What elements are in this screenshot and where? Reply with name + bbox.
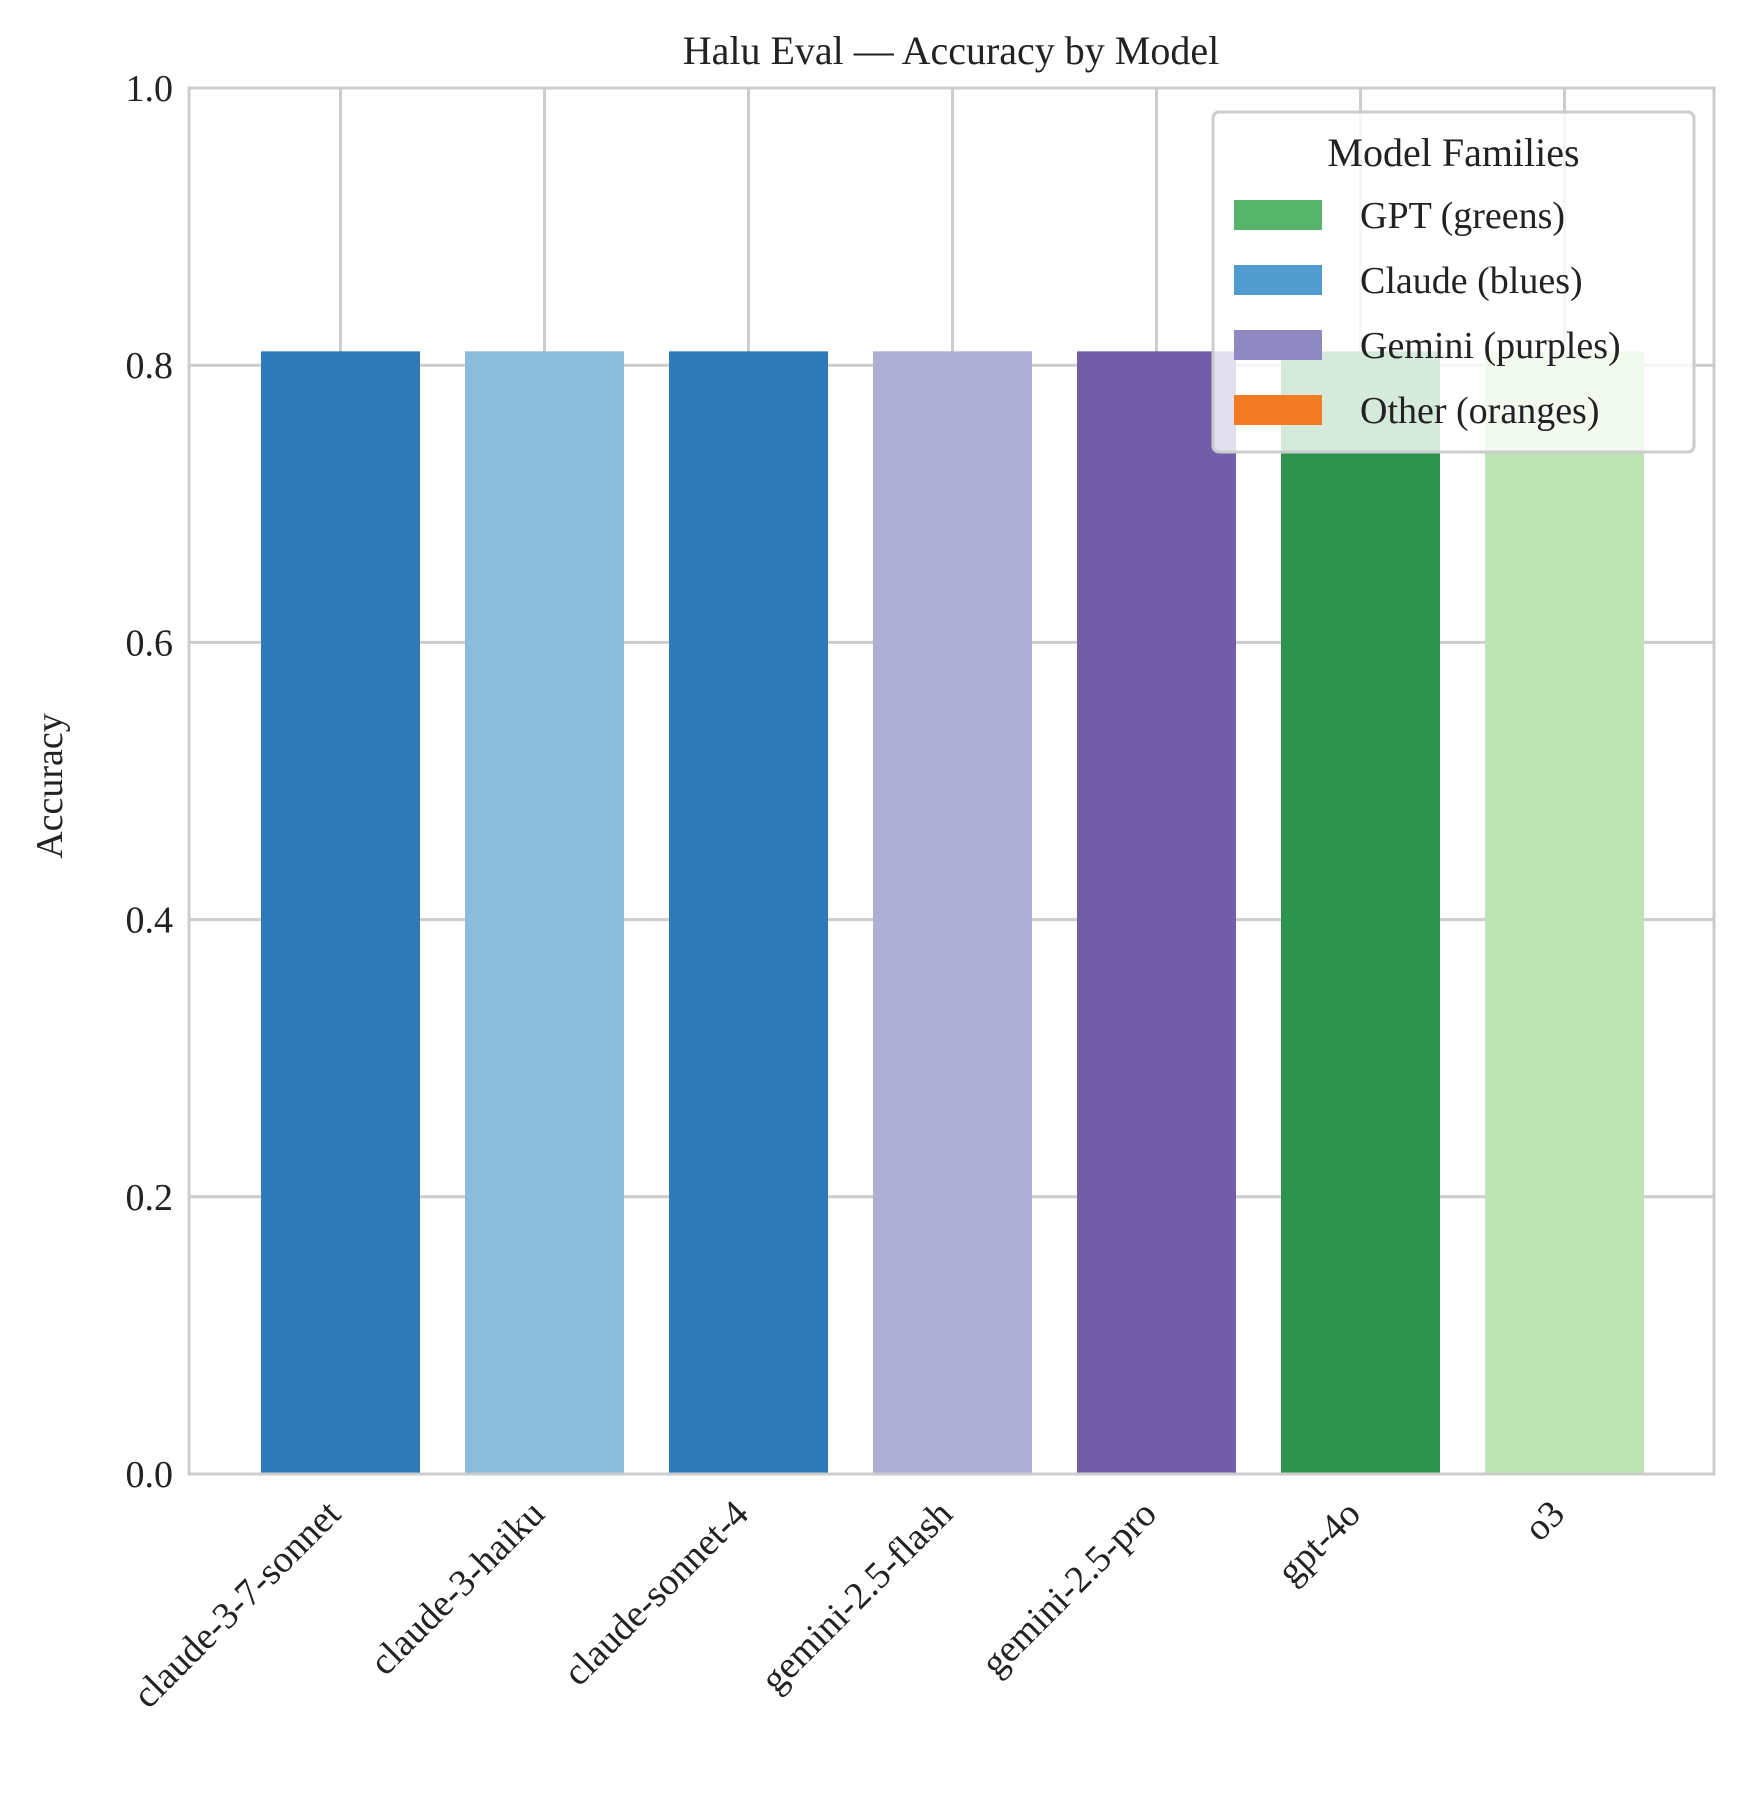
bar (873, 351, 1032, 1475)
bar (1281, 351, 1440, 1475)
legend-title: Model Families (1327, 130, 1579, 175)
y-tick-label: 0.0 (126, 1454, 174, 1496)
bar (1485, 351, 1644, 1475)
legend: Model Families GPT (greens) Claude (blues)… (1211, 110, 1696, 454)
y-tick-label: 0.4 (126, 900, 174, 942)
y-axis-label: Accuracy (29, 713, 71, 859)
y-tick-label: 0.2 (126, 1177, 174, 1219)
legend-label: GPT (greens) (1360, 195, 1565, 237)
bar (261, 351, 420, 1475)
bar (669, 351, 828, 1475)
legend-label: Other (oranges) (1360, 390, 1600, 432)
legend-label: Gemini (purples) (1360, 325, 1621, 367)
legend-label: Claude (blues) (1360, 260, 1583, 302)
y-tick-label: 0.8 (126, 345, 174, 387)
legend-swatch (1234, 395, 1322, 425)
legend-box (1211, 110, 1696, 454)
legend-swatch (1234, 330, 1322, 360)
chart-title: Halu Eval — Accuracy by Model (683, 28, 1220, 73)
legend-swatch (1234, 200, 1322, 230)
bar (1077, 351, 1236, 1475)
legend-swatch (1234, 265, 1322, 295)
bars (261, 351, 1644, 1475)
bar (465, 351, 624, 1475)
y-tick-label: 1.0 (126, 68, 174, 110)
y-tick-label: 0.6 (126, 622, 174, 664)
y-ticks: 0.0 0.2 0.4 0.6 0.8 1.0 (126, 68, 174, 1496)
plot-frame (187, 86, 1716, 1476)
